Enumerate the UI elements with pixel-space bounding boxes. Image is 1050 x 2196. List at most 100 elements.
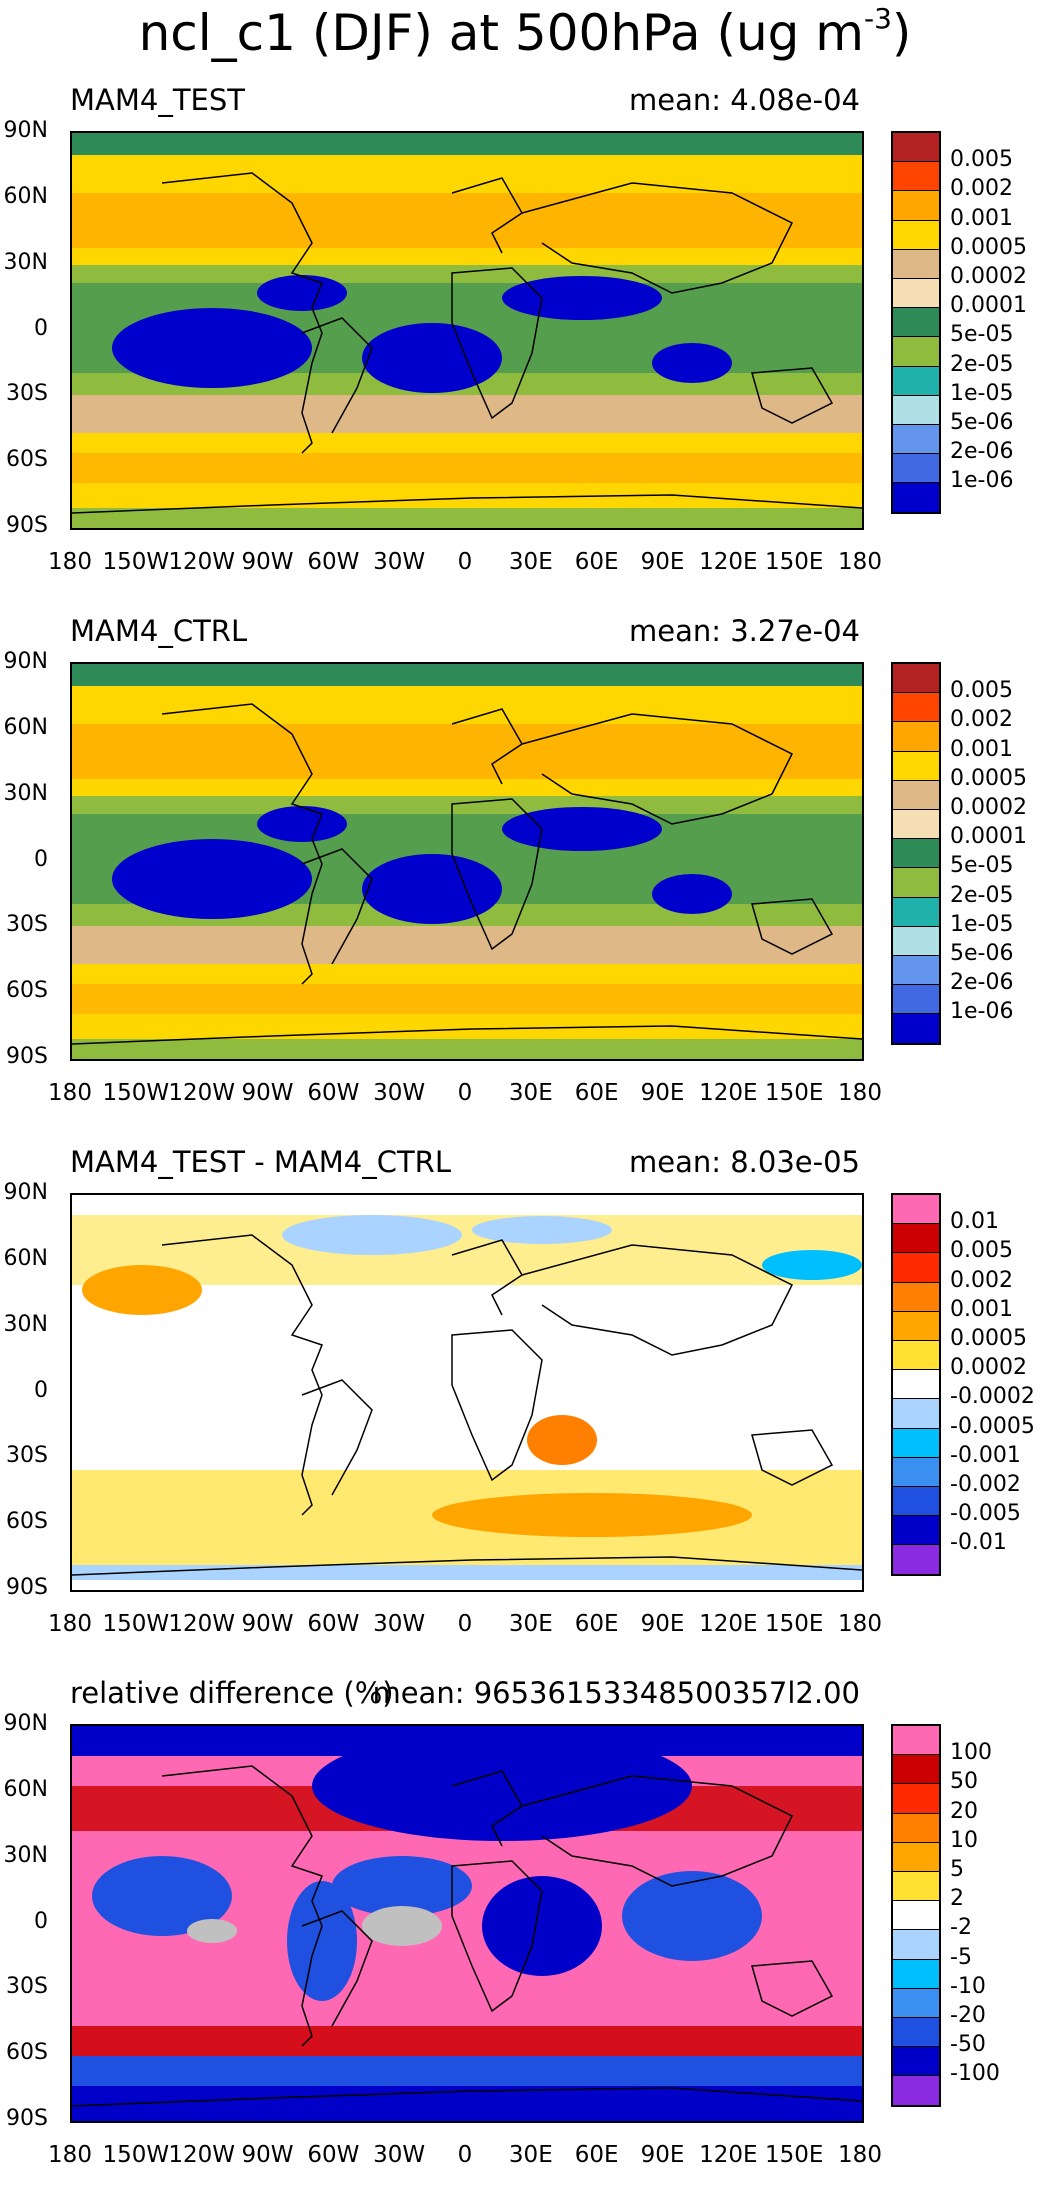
lon-tick-label: 30W	[373, 2142, 426, 2168]
colorbar-label: 20	[950, 1798, 978, 1824]
colorbar-swatch	[893, 454, 939, 484]
colorbar-swatch	[893, 722, 939, 752]
colorbar-label: 5	[950, 1857, 964, 1882]
field-blob	[472, 1216, 612, 1244]
colorbar	[891, 1724, 941, 2108]
coastlines	[72, 172, 862, 514]
lon-tick-label: 180	[48, 1080, 92, 1106]
field-blob	[257, 806, 347, 842]
field-blob	[652, 874, 732, 914]
field-band	[72, 1565, 862, 1580]
colorbar-label: -0.001	[950, 1442, 1021, 1468]
field-blob	[187, 1919, 237, 1943]
colorbar-label: 0.0001	[950, 293, 1027, 319]
colorbar-swatch	[893, 839, 939, 869]
colorbar-swatch	[893, 395, 939, 425]
coast-antarctica	[72, 1556, 862, 1576]
colorbar-swatch	[893, 483, 939, 513]
coast-asia	[521, 1244, 794, 1356]
field-band	[72, 453, 862, 483]
panel-mean: mean: 8.03e-05	[628, 1145, 860, 1179]
colorbar-swatch	[893, 926, 939, 956]
lon-tick-label: 120W	[168, 1080, 235, 1106]
colorbar-label: 10	[950, 1827, 978, 1853]
coast-asia	[521, 1775, 794, 1887]
field-blob	[257, 275, 347, 311]
field-blob	[282, 1215, 462, 1255]
map-field	[72, 1195, 862, 1590]
lon-tick-label: 90W	[241, 2142, 294, 2168]
lat-tick-label: 30S	[6, 381, 48, 407]
colorbar-swatch	[893, 780, 939, 810]
coastlines	[72, 1765, 862, 2107]
colorbar-swatch	[893, 809, 939, 840]
map-panel: MAM4_CTRL mean: 3.27e-04 90N 60N 30N 0 30S 60S 9…	[0, 614, 1050, 1134]
colorbar-swatch	[893, 693, 939, 723]
coast-antarctica	[72, 494, 862, 514]
colorbar-label: 0.005	[950, 1238, 1013, 1264]
lon-tick-label: 60W	[307, 1080, 360, 1106]
lat-tick-label: 90S	[6, 513, 48, 538]
colorbar-label: -0.0005	[950, 1413, 1035, 1439]
lon-tick-label: 150E	[764, 2142, 824, 2168]
coastlines	[72, 1234, 862, 1576]
colorbar-label: 100	[950, 1740, 992, 1766]
lon-tick-label: 30W	[373, 1611, 426, 1637]
colorbar-label: 0.005	[950, 678, 1013, 704]
field-band	[72, 724, 862, 779]
colorbar-swatch	[893, 2076, 939, 2106]
lon-tick-label: 60E	[574, 2142, 619, 2168]
field-blob	[502, 276, 662, 320]
colorbar-swatch	[893, 220, 939, 250]
field-blob	[622, 1871, 762, 1961]
colorbar-swatch	[893, 1253, 939, 1283]
lat-tick-label: 30S	[6, 1443, 48, 1469]
panel-title: relative difference (%)	[70, 1676, 394, 1710]
colorbar-label: 0.01	[950, 1209, 999, 1235]
panel-title: MAM4_CTRL	[70, 614, 248, 648]
colorbar	[891, 662, 941, 1046]
colorbar-swatch	[893, 308, 939, 338]
lon-tick-label: 120W	[168, 549, 235, 575]
field-blob	[432, 1493, 752, 1537]
lat-tick-label: 30N	[3, 249, 48, 275]
colorbar-label: 2e-05	[950, 882, 1014, 908]
field-blob	[762, 1250, 862, 1280]
lon-tick-label: 30W	[373, 549, 426, 575]
lat-tick-label: 60S	[6, 1509, 48, 1535]
colorbar-label: 0.0001	[950, 824, 1027, 850]
colorbar-swatch	[893, 1755, 939, 1785]
colorbar-swatch	[893, 1988, 939, 2018]
coast-antarctica	[72, 2087, 862, 2107]
colorbar-label: -10	[950, 1973, 986, 1999]
lon-tick-label: 90W	[241, 1611, 294, 1637]
lon-tick-label: 120E	[699, 549, 758, 575]
lon-tick-label: 120W	[168, 1611, 235, 1637]
field-blob	[82, 1265, 202, 1315]
panel-mean: mean: 96536153348500357l2.00	[372, 1676, 860, 1710]
panel-mean: mean: 3.27e-04	[628, 614, 860, 648]
colorbar-label: 50	[950, 1769, 978, 1795]
figure-title-close: )	[891, 4, 912, 62]
colorbar-label: 5e-06	[950, 410, 1014, 435]
field-band	[72, 984, 862, 1014]
lon-tick-label: 150W	[102, 1080, 170, 1106]
lon-tick-label: 150E	[764, 1080, 824, 1106]
colorbar-label: -0.005	[950, 1501, 1021, 1527]
lon-tick-label: 180	[48, 549, 92, 575]
lon-tick-label: 180	[48, 2142, 92, 2168]
map-field	[72, 1726, 862, 2121]
field-band	[72, 926, 862, 966]
coast-australia	[751, 367, 834, 424]
colorbar-label: 1e-05	[950, 380, 1014, 406]
lon-tick-label: 150E	[764, 549, 824, 575]
colorbar-label: -20	[950, 2003, 986, 2028]
lon-tick-label: 90E	[640, 549, 685, 575]
colorbar-label: 5e-06	[950, 941, 1014, 966]
lat-tick-label: 30N	[3, 1842, 48, 1868]
lon-tick-label: 120E	[699, 1611, 758, 1637]
lat-tick-label: 60S	[6, 2040, 48, 2066]
colorbar-swatch	[893, 2047, 939, 2077]
colorbar-swatch	[893, 751, 939, 781]
colorbar	[891, 131, 941, 515]
